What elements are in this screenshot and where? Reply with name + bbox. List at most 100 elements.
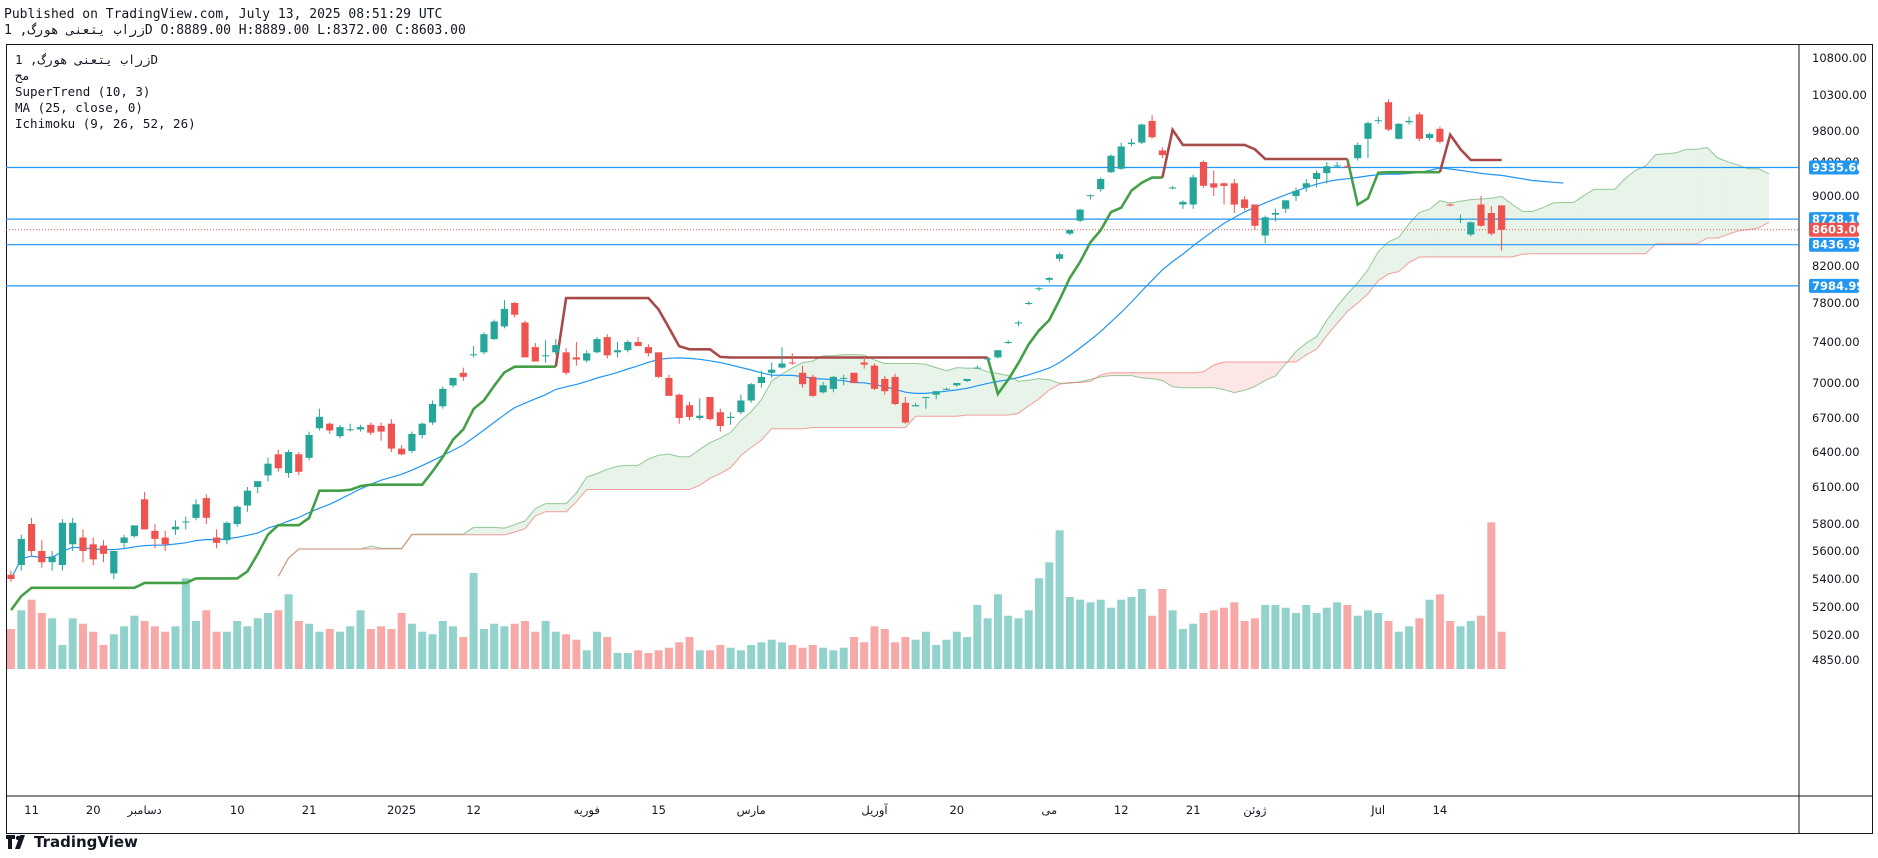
volume-bar bbox=[963, 637, 971, 669]
candle-body bbox=[130, 525, 138, 537]
candle-body bbox=[747, 384, 755, 401]
volume-bar bbox=[603, 637, 612, 669]
candle-body bbox=[69, 522, 77, 545]
candle-body bbox=[1446, 204, 1454, 206]
volume-bar bbox=[572, 639, 581, 669]
legend-supertrend[interactable]: SuperTrend (10, 3) bbox=[15, 84, 151, 99]
volume-bar bbox=[1209, 610, 1218, 669]
volume-bar bbox=[911, 639, 920, 669]
candle-body bbox=[870, 365, 879, 389]
candle-body bbox=[254, 481, 262, 487]
candle-body bbox=[1477, 204, 1485, 226]
volume-bar bbox=[1107, 607, 1115, 669]
candle-body bbox=[161, 537, 169, 545]
volume-bar bbox=[1261, 605, 1270, 669]
candle-body bbox=[1364, 123, 1372, 139]
candle-body bbox=[470, 354, 478, 356]
volume-bar bbox=[521, 621, 529, 669]
volume-bar bbox=[346, 626, 355, 669]
cloud-segment bbox=[1234, 361, 1245, 393]
cloud-segment bbox=[853, 354, 865, 428]
legend-ichimoku[interactable]: Ichimoku (9, 26, 52, 26) bbox=[15, 116, 196, 131]
candle-body bbox=[727, 416, 735, 418]
volume-bar bbox=[243, 626, 252, 669]
candle-body bbox=[367, 424, 375, 433]
y-tick-label: 5800.00 bbox=[1812, 517, 1860, 531]
y-tick-label: 5400.00 bbox=[1812, 572, 1860, 586]
volume-bar bbox=[366, 629, 375, 669]
x-tick-label: می bbox=[1041, 803, 1057, 817]
volume-bar bbox=[356, 610, 365, 669]
candle-body bbox=[963, 378, 971, 381]
candle-body bbox=[891, 376, 899, 404]
cloud-segment bbox=[607, 466, 618, 490]
cloud-segment bbox=[843, 354, 854, 428]
price-axis[interactable]: 10800.0010300.009800.009400.009000.00860… bbox=[1809, 51, 1867, 667]
cloud-segment bbox=[1162, 372, 1173, 387]
x-tick-label: 11 bbox=[24, 803, 39, 817]
cloud-segment bbox=[812, 355, 824, 428]
candle-body bbox=[295, 454, 303, 472]
symbol-ohlc-line: زراب یتعنی هورگ, 1D O:8889.00 H:8889.00 … bbox=[4, 23, 466, 38]
legend-ma[interactable]: MA (25, close, 0) bbox=[15, 100, 143, 115]
candle-body bbox=[1199, 162, 1208, 186]
volume-bar bbox=[1271, 605, 1280, 669]
candle-body bbox=[1374, 120, 1382, 122]
candle-body bbox=[696, 415, 704, 418]
candle-body bbox=[99, 545, 108, 554]
candle-body bbox=[624, 342, 632, 351]
volume-bar bbox=[819, 647, 828, 669]
volume-bar bbox=[1343, 605, 1352, 669]
volume-bar bbox=[109, 634, 118, 669]
candle-body bbox=[38, 551, 46, 563]
candle-body bbox=[521, 322, 529, 358]
candle-body bbox=[1210, 183, 1218, 188]
volume-bar bbox=[1127, 597, 1136, 669]
candle-body bbox=[1498, 205, 1506, 230]
volume-bar bbox=[1199, 613, 1208, 669]
cloud-segment bbox=[1717, 157, 1728, 239]
cloud-segment bbox=[1686, 149, 1697, 244]
candle-body bbox=[500, 308, 508, 327]
x-tick-label: Jul bbox=[1370, 803, 1385, 817]
y-tick-label: 7800.00 bbox=[1812, 296, 1860, 310]
candle-body bbox=[1076, 209, 1084, 221]
volume-bar bbox=[469, 573, 478, 669]
volume-bar bbox=[726, 647, 735, 669]
candle-body bbox=[901, 402, 909, 423]
candle-body bbox=[1436, 128, 1444, 142]
price-chart[interactable]: 10800.0010300.009800.009400.009000.00860… bbox=[6, 44, 1873, 834]
volume-bar bbox=[901, 637, 910, 669]
candle-body bbox=[552, 345, 560, 353]
volume-bar bbox=[500, 626, 509, 669]
cloud-segment bbox=[1131, 372, 1142, 378]
volume-bar bbox=[449, 626, 457, 669]
level-badge: 8436.94 bbox=[1812, 238, 1864, 252]
cloud-segment bbox=[1398, 223, 1410, 272]
cloud-segment bbox=[1635, 166, 1646, 254]
cloud-segment bbox=[1748, 168, 1759, 230]
supertrend-up-line bbox=[1346, 158, 1440, 207]
x-tick-label: 15 bbox=[651, 803, 666, 817]
volume-bar bbox=[1477, 615, 1485, 669]
volume-bar bbox=[58, 645, 67, 669]
candle-body bbox=[1302, 183, 1310, 188]
candle-body bbox=[1025, 303, 1033, 304]
candle-body bbox=[408, 433, 416, 451]
cloud-segment bbox=[1049, 379, 1060, 390]
time-axis[interactable]: 11 20 دسامبر 10 21 2025 12 فوریه 15 مارس آوریل 20 می… bbox=[24, 803, 1447, 818]
tradingview-logo-icon bbox=[6, 835, 25, 849]
volume-bar bbox=[79, 623, 87, 669]
candle-body bbox=[912, 405, 920, 407]
cloud-segment bbox=[1039, 378, 1050, 399]
volume-bar bbox=[716, 645, 725, 669]
volume-bar bbox=[1220, 607, 1228, 669]
candle-body bbox=[1395, 123, 1403, 139]
candle-body bbox=[1189, 177, 1197, 205]
candle-body bbox=[511, 303, 519, 315]
cloud-segment bbox=[555, 503, 567, 512]
candle-body bbox=[1086, 195, 1094, 197]
cloud-segment bbox=[1203, 365, 1214, 388]
y-tick-label: 5200.00 bbox=[1812, 600, 1860, 614]
volume-bar bbox=[562, 634, 571, 669]
